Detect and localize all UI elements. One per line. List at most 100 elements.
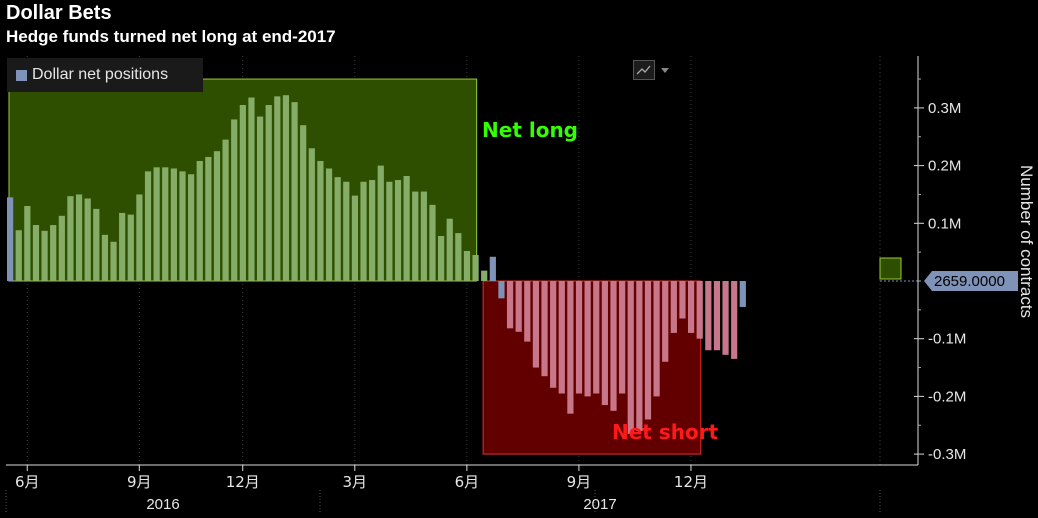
bar xyxy=(239,105,246,281)
x-tick-label: 9月 xyxy=(127,473,152,491)
bar xyxy=(731,281,738,359)
bar xyxy=(541,281,548,377)
bar xyxy=(627,281,634,434)
y-tick-label: -0.2M xyxy=(928,388,966,405)
y-tick-label: -0.1M xyxy=(928,331,966,348)
bar xyxy=(162,167,169,281)
bar xyxy=(369,180,376,281)
y-tick-label: 0.1M xyxy=(928,215,961,232)
bar xyxy=(248,97,255,281)
bar xyxy=(679,281,686,319)
bar xyxy=(584,281,591,397)
bar xyxy=(325,168,333,281)
bar xyxy=(32,225,40,281)
bar xyxy=(179,171,186,281)
net-long-label: Net long xyxy=(482,118,578,142)
line-chart-icon xyxy=(633,60,655,80)
bar xyxy=(67,196,74,281)
x-tick-label: 9月 xyxy=(567,473,592,491)
bar xyxy=(644,281,652,420)
chevron-down-icon xyxy=(661,67,669,73)
bar xyxy=(41,230,48,281)
last-value-label: 2659.0000 xyxy=(934,273,1005,290)
chart-title: Dollar Bets xyxy=(6,2,112,24)
bar xyxy=(231,119,238,281)
legend[interactable]: Dollar net positions xyxy=(7,58,203,92)
bar xyxy=(308,148,315,281)
bar xyxy=(498,281,505,299)
bar xyxy=(110,241,117,281)
y-tick-label: 0.2M xyxy=(928,158,961,175)
chart-subtitle: Hedge funds turned net long at end-2017 xyxy=(6,27,336,46)
bar xyxy=(420,191,427,281)
bar xyxy=(188,174,195,281)
bar xyxy=(446,218,453,281)
bar xyxy=(153,167,160,281)
year-label: 2016 xyxy=(146,496,179,513)
bar xyxy=(455,233,462,281)
bar xyxy=(593,281,600,394)
year-label: 2017 xyxy=(583,496,616,513)
bar xyxy=(739,281,746,307)
bar xyxy=(687,281,695,333)
bar xyxy=(489,256,496,281)
bar xyxy=(722,281,729,355)
bar xyxy=(550,281,557,388)
bar xyxy=(515,281,522,332)
bar xyxy=(524,281,531,342)
bar xyxy=(506,281,514,329)
bar xyxy=(75,194,83,281)
bar xyxy=(705,281,712,351)
bar xyxy=(24,205,31,281)
bar xyxy=(256,116,264,282)
bar xyxy=(662,281,669,362)
bar xyxy=(213,151,221,281)
x-tick-label: 3月 xyxy=(343,473,368,491)
bar xyxy=(144,171,152,281)
bar xyxy=(196,160,203,281)
x-tick-label: 6月 xyxy=(455,473,480,491)
bar xyxy=(463,250,471,281)
bar xyxy=(136,194,143,281)
bar xyxy=(7,197,14,281)
bar xyxy=(222,139,229,281)
x-tick-label: 12月 xyxy=(226,473,260,491)
bar xyxy=(575,281,583,394)
bar xyxy=(351,195,358,281)
bar xyxy=(334,177,341,281)
bar xyxy=(170,168,177,281)
bar xyxy=(15,230,22,281)
bar xyxy=(343,181,350,281)
bar xyxy=(601,281,608,406)
y-axis-label: Number of contracts xyxy=(1017,165,1036,319)
bar xyxy=(282,95,290,282)
last-value-marker xyxy=(879,257,902,280)
bar xyxy=(481,270,488,281)
bar xyxy=(653,281,660,397)
bar xyxy=(50,225,57,281)
bar xyxy=(610,281,617,411)
bar xyxy=(84,198,91,281)
bar xyxy=(670,281,677,333)
bar xyxy=(119,212,126,281)
bar xyxy=(300,125,307,282)
bar xyxy=(558,281,565,394)
y-tick-label: 0.3M xyxy=(928,100,961,117)
bar xyxy=(317,160,324,281)
chart-type-dropdown[interactable] xyxy=(633,58,673,82)
bar xyxy=(274,96,281,281)
bar xyxy=(567,281,574,414)
bar xyxy=(438,235,445,281)
bar xyxy=(360,181,367,281)
bar xyxy=(696,281,703,339)
last-value-badge xyxy=(924,271,1018,291)
bar xyxy=(429,204,436,281)
bar xyxy=(472,255,479,281)
bar xyxy=(101,234,109,281)
bar xyxy=(291,102,298,281)
bar xyxy=(412,191,419,281)
bar xyxy=(532,281,540,368)
bar xyxy=(377,165,384,281)
bar xyxy=(403,175,410,281)
